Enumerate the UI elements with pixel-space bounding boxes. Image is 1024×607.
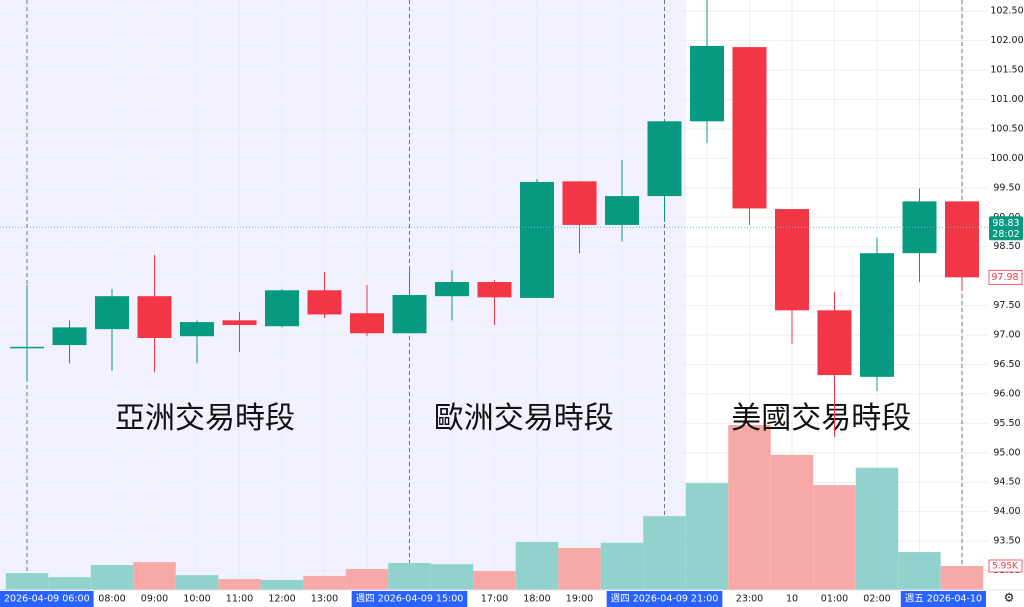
candle-body: [817, 310, 852, 376]
y-tick-label: 100.00: [990, 153, 1023, 164]
candle-body: [265, 290, 299, 327]
volume-bar: [898, 552, 941, 590]
x-tick-label: 週四 2026-04-09 15:00: [356, 593, 464, 605]
volume-bar: [430, 564, 474, 590]
candle-body: [350, 313, 384, 334]
countdown-label: 28:02: [992, 229, 1019, 240]
current-price-box: [989, 216, 1023, 241]
y-tick-label: 95.50: [993, 418, 1020, 429]
volume-bar: [770, 454, 814, 590]
y-tick-label: 95.00: [993, 447, 1020, 458]
x-tick-label: 01:00: [821, 594, 848, 605]
volume-bar: [175, 575, 219, 590]
volume-label-box: [988, 559, 1023, 573]
candle-body: [902, 201, 937, 254]
y-tick-label: 94.00: [993, 506, 1020, 517]
x-tick-label: 12:00: [268, 594, 295, 605]
y-tick-label: 99.50: [993, 182, 1020, 193]
volume-bar: [388, 562, 431, 590]
candle-body: [435, 282, 469, 297]
volume-bar: [303, 575, 346, 590]
volume-bar: [5, 573, 49, 590]
current-price-label: 98.83: [992, 218, 1019, 229]
volume-bar: [48, 577, 91, 590]
volume-bar: [813, 485, 856, 590]
volume-bar: [685, 483, 729, 590]
candle-body: [137, 296, 172, 338]
y-tick-label: 102.00: [990, 35, 1023, 46]
volume-bar: [600, 542, 644, 590]
session-label: 美國交易時段: [731, 401, 911, 436]
x-tick-label: 10: [786, 594, 798, 605]
session-label: 亞洲交易時段: [115, 401, 295, 436]
candle-body: [605, 196, 639, 225]
candle-body: [562, 181, 597, 225]
last-close-box: [988, 269, 1023, 285]
candle-body: [307, 290, 342, 315]
candle-body: [860, 253, 894, 377]
x-tick-label: 11:00: [226, 594, 253, 605]
x-tick-label: 週五 2026-04-10: [905, 593, 982, 605]
candle-body: [222, 320, 257, 326]
x-tick-label: 08:00: [98, 594, 125, 605]
x-tick-label: 10:00: [183, 594, 210, 605]
x-tick-label: 18:00: [523, 594, 550, 605]
settings-icon[interactable]: ⚙: [1004, 591, 1015, 605]
x-tick-highlight: [351, 591, 468, 607]
volume-bar: [260, 579, 304, 590]
x-tick-label: 2026-04-09 06:00: [4, 594, 90, 605]
x-tick-highlight: [900, 591, 986, 607]
candle-body: [732, 47, 767, 209]
candle-body: [180, 322, 214, 337]
x-tick-label: 19:00: [566, 594, 593, 605]
y-tick-label: 101.50: [990, 65, 1023, 76]
y-tick-label: 93.50: [993, 536, 1020, 547]
y-tick-label: 94.50: [993, 477, 1020, 488]
y-tick-label: 98.50: [993, 241, 1020, 252]
candle-body: [647, 121, 682, 197]
x-tick-label: 23:00: [736, 594, 763, 605]
volume-bar: [643, 516, 686, 590]
candle-body: [392, 295, 427, 334]
volume-bar: [218, 579, 261, 590]
x-tick-highlight: [606, 591, 723, 607]
y-tick-label: 102.50: [990, 6, 1023, 17]
candle-body: [95, 296, 129, 330]
candle-body: [775, 209, 809, 311]
candle-body: [477, 282, 512, 298]
y-tick-label: 101.00: [990, 94, 1023, 105]
volume-bar: [728, 425, 771, 590]
candle-body: [520, 181, 554, 298]
last-close-label: 97.98: [991, 272, 1018, 283]
session-shading: [0, 0, 686, 590]
volume-bar: [345, 569, 389, 590]
y-tick-label: 100.50: [990, 123, 1023, 134]
x-tick-label: 02:00: [863, 594, 890, 605]
x-tick-label: 週四 2026-04-09 21:00: [611, 593, 719, 605]
x-tick-highlight: [0, 591, 94, 607]
volume-bar: [473, 571, 516, 590]
volume-bar: [515, 541, 559, 590]
y-tick-label: 96.50: [993, 359, 1020, 370]
session-label: 歐洲交易時段: [434, 401, 614, 436]
price-axis: [988, 0, 1024, 607]
y-tick-label: 97.50: [993, 300, 1020, 311]
x-tick-label: 09:00: [141, 594, 168, 605]
volume-bar: [558, 548, 601, 590]
candle-body: [945, 201, 979, 278]
y-tick-label: 97.00: [993, 330, 1020, 341]
candle-body: [52, 327, 87, 346]
y-tick-label: 96.00: [993, 388, 1020, 399]
volume-label: 5.95K: [992, 561, 1019, 571]
volume-bar: [940, 565, 984, 590]
x-tick-label: 13:00: [311, 594, 338, 605]
candle-body: [10, 346, 44, 349]
volume-bar: [133, 562, 176, 590]
volume-bar: [90, 564, 134, 590]
time-axis: [0, 590, 1024, 607]
volume-bar: [855, 467, 899, 590]
x-tick-label: 17:00: [481, 594, 508, 605]
candle-body: [690, 45, 724, 122]
